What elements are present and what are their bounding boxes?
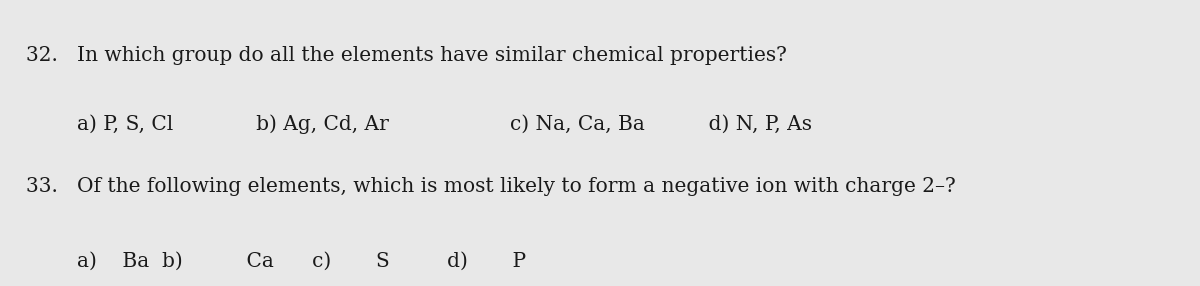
Text: 32.   In which group do all the elements have similar chemical properties?: 32. In which group do all the elements h… — [26, 46, 787, 65]
Text: a) P, S, Cl             b) Ag, Cd, Ar                   c) Na, Ca, Ba          d: a) P, S, Cl b) Ag, Cd, Ar c) Na, Ca, Ba … — [26, 114, 812, 134]
Text: a)    Ba  b)          Ca      c)       S         d)       P: a) Ba b) Ca c) S d) P — [26, 252, 527, 271]
Text: 33.   Of the following elements, which is most likely to form a negative ion wit: 33. Of the following elements, which is … — [26, 177, 956, 196]
